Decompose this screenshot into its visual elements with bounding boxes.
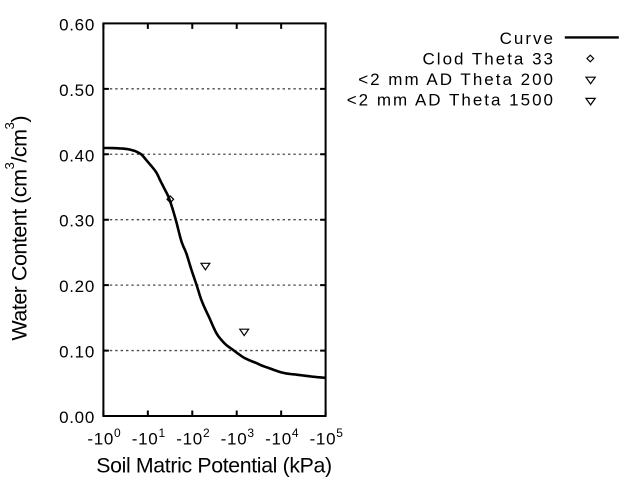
svg-text:<2 mm AD Theta 200: <2 mm AD Theta 200 bbox=[358, 70, 555, 89]
svg-text:<2 mm AD Theta 1500: <2 mm AD Theta 1500 bbox=[347, 90, 555, 109]
svg-text:Clod Theta 33: Clod Theta 33 bbox=[423, 50, 555, 69]
svg-text:Curve: Curve bbox=[500, 29, 555, 48]
svg-text:-104: -104 bbox=[265, 426, 299, 449]
svg-text:Water Content (cm3/cm3): Water Content (cm3/cm3) bbox=[2, 116, 31, 341]
svg-text:-105: -105 bbox=[310, 426, 344, 449]
svg-text:Soil Matric Potential (kPa): Soil Matric Potential (kPa) bbox=[96, 454, 332, 478]
svg-text:-100: -100 bbox=[87, 426, 121, 449]
svg-text:-102: -102 bbox=[176, 426, 210, 449]
svg-text:0.30: 0.30 bbox=[59, 212, 95, 231]
svg-text:0.10: 0.10 bbox=[59, 343, 95, 362]
svg-text:0.60: 0.60 bbox=[59, 15, 95, 34]
svg-text:0.50: 0.50 bbox=[59, 81, 95, 100]
svg-text:0.20: 0.20 bbox=[59, 277, 95, 296]
svg-text:-103: -103 bbox=[221, 426, 255, 449]
svg-text:-101: -101 bbox=[132, 426, 166, 449]
svg-text:0.40: 0.40 bbox=[59, 146, 95, 165]
svg-text:0.00: 0.00 bbox=[59, 408, 95, 427]
